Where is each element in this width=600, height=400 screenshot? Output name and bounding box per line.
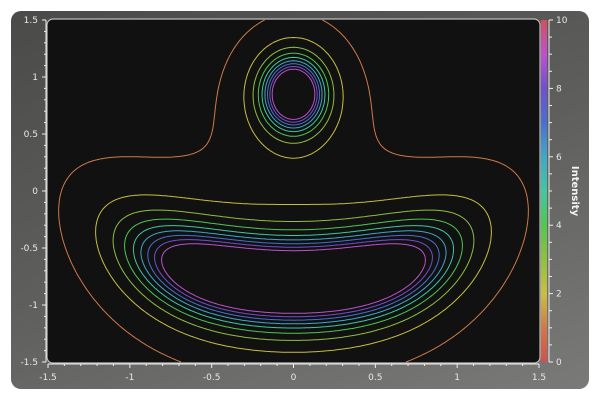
colorbar-tick-label: 6 xyxy=(556,153,562,163)
x-tick-label: 1.5 xyxy=(532,373,546,383)
y-tick-label: 1.5 xyxy=(24,16,38,26)
contour-lines xyxy=(58,19,529,363)
y-tick-label: -1 xyxy=(29,301,38,311)
colorbar-label: Intensity xyxy=(569,166,580,217)
contour-level-2 xyxy=(95,37,492,353)
x-axis: -1.5 -1 -0.5 0 0.5 1 1.5 xyxy=(39,363,546,383)
colorbar-tick-label: 4 xyxy=(556,221,562,231)
plot-area xyxy=(46,18,541,364)
contour-level-7 xyxy=(147,63,440,321)
x-tick-label: 0 xyxy=(291,373,297,383)
y-tick-label: 0 xyxy=(32,187,38,197)
colorbar-bar xyxy=(541,20,547,362)
y-tick-label: -1.5 xyxy=(20,358,38,368)
colorbar-tick-label: 2 xyxy=(556,290,562,300)
x-tick-label: -1 xyxy=(125,373,134,383)
y-axis: -1.5 -1 -0.5 0 0.5 1 1.5 xyxy=(20,16,47,368)
y-tick-label: 0.5 xyxy=(24,130,38,140)
y-tick-label: -0.5 xyxy=(20,244,38,254)
contour-level-4 xyxy=(124,52,463,334)
contour-level-6 xyxy=(140,60,447,325)
contour-level-9 xyxy=(161,68,426,314)
colorbar-tick-label: 0 xyxy=(556,358,562,368)
colorbar-tick-label: 8 xyxy=(556,84,562,94)
y-tick-label: 1 xyxy=(32,73,38,83)
contour-level-1 xyxy=(58,19,529,363)
x-tick-label: -0.5 xyxy=(203,373,221,383)
colorbar-tick-label: 10 xyxy=(556,16,568,26)
contour-level-8 xyxy=(154,66,433,318)
x-tick-label: 1 xyxy=(454,373,460,383)
contour-level-3 xyxy=(112,46,475,341)
colorbar: 0 2 4 6 8 10 xyxy=(541,16,568,368)
x-tick-label: 0.5 xyxy=(368,373,382,383)
x-tick-label: -1.5 xyxy=(39,373,57,383)
contour-level-5 xyxy=(132,56,455,329)
